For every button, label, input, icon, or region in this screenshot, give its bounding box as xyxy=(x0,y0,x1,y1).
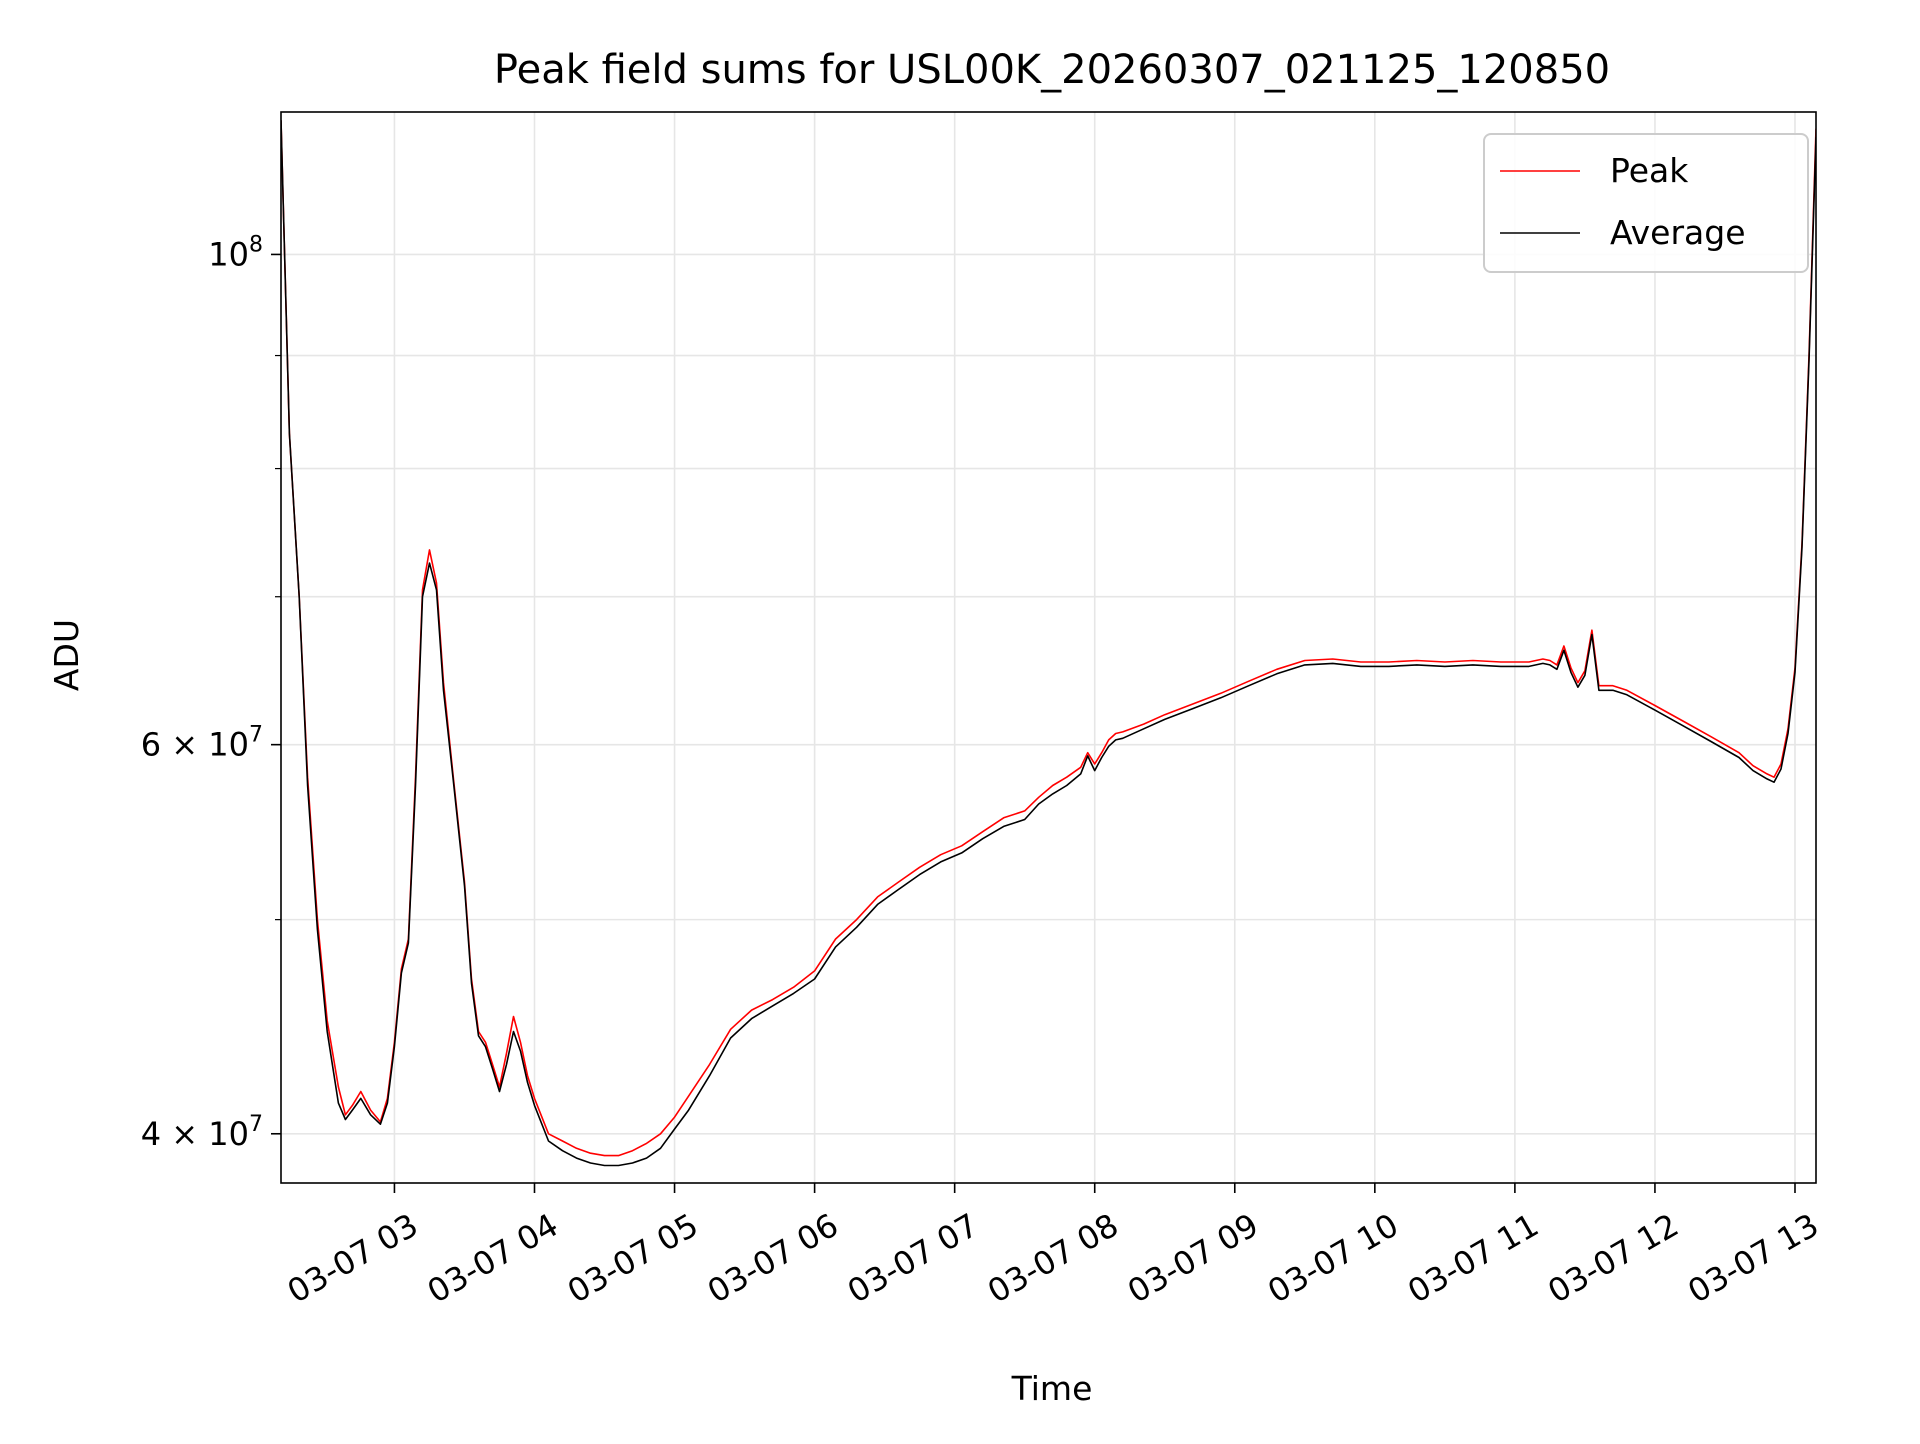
y-axis-label: ADU xyxy=(47,619,86,691)
axes-frame xyxy=(280,111,1817,1184)
legend-box xyxy=(1483,133,1809,273)
y-tick-label: 6 × 107 xyxy=(141,723,263,764)
legend: Peak Average xyxy=(1483,133,1809,273)
chart-title: Peak field sums for USL00K_20260307_0211… xyxy=(494,47,1610,93)
plot-area xyxy=(281,120,1816,1167)
series-line-peak xyxy=(281,120,1816,1157)
y-axis-ticks: 4 × 107 6 × 107 108 xyxy=(141,232,281,1153)
series-lines xyxy=(281,120,1816,1167)
legend-label-average: Average xyxy=(1610,213,1746,252)
y-tick-label: 108 xyxy=(208,232,263,273)
legend-label-peak: Peak xyxy=(1610,151,1689,190)
series-line-average xyxy=(281,120,1816,1167)
grid xyxy=(281,112,1816,1183)
y-tick-label: 4 × 107 xyxy=(141,1112,263,1153)
x-axis-label: Time xyxy=(1011,1369,1093,1408)
